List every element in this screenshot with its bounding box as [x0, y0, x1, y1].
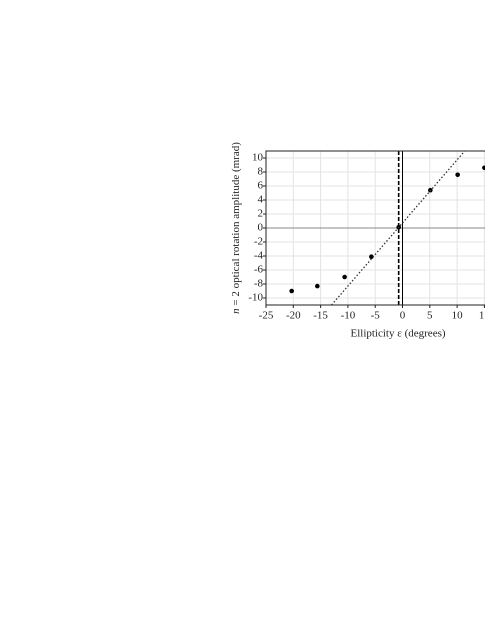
- x-tick-label: -10: [341, 310, 356, 322]
- plot-frame: [265, 150, 485, 306]
- x-tick-label: 5: [427, 310, 433, 322]
- y-tick-label: 0: [258, 222, 264, 234]
- x-tick-label: 15: [479, 310, 485, 322]
- data-point: [482, 165, 485, 171]
- x-tick-label: -5: [371, 310, 381, 322]
- y-axis-label-text: = 2 optical rotation amplitude (mrad): [230, 142, 242, 309]
- y-axis-label: n = 2 optical rotation amplitude (mrad): [230, 142, 242, 314]
- y-tick-label: 4: [258, 194, 264, 206]
- fit-line: [331, 150, 466, 306]
- data-point: [315, 283, 320, 289]
- x-tick-label: 0: [400, 310, 406, 322]
- y-tick-label: -4: [254, 250, 264, 262]
- x-tick-label: -20: [286, 310, 301, 322]
- x-tick-label: -25: [259, 310, 274, 322]
- y-tick-label: 10: [252, 152, 264, 164]
- x-tick-label: -15: [313, 310, 328, 322]
- y-tick-label: 8: [258, 166, 264, 178]
- data-point: [342, 274, 347, 280]
- data-point: [369, 254, 374, 259]
- y-tick-label: -10: [248, 292, 263, 304]
- y-tick-label: 6: [258, 180, 264, 192]
- data-point: [455, 172, 460, 178]
- y-tick-label: -2: [254, 236, 263, 248]
- x-tick-label: 10: [452, 310, 464, 322]
- y-tick-label: -8: [254, 278, 264, 290]
- y-tick-label: -6: [254, 264, 264, 276]
- data-point: [289, 288, 294, 294]
- y-axis-label-var: n: [230, 308, 242, 314]
- x-axis-label: Ellipticity ε (degrees): [350, 328, 445, 340]
- y-tick-label: 2: [258, 208, 264, 220]
